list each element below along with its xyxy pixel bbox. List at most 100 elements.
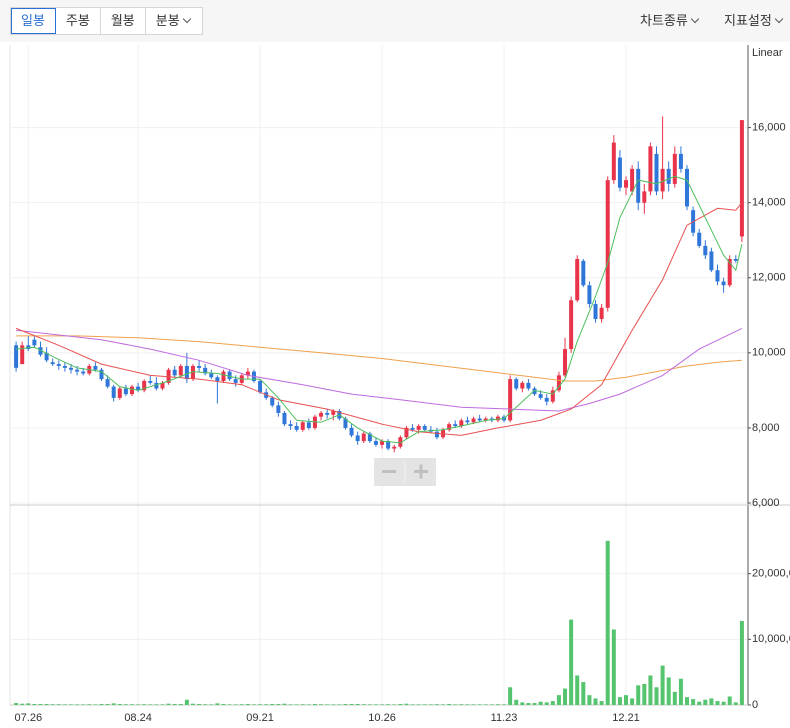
volume-bar [233,704,238,705]
volume-bar [264,704,269,705]
zoom-in[interactable] [414,464,428,479]
candle-body [44,352,49,361]
volume-bar [733,702,738,705]
candle-body [117,388,122,398]
candle-body [215,377,220,381]
zoom-out[interactable] [382,470,396,473]
y-tick-label: 6,000 [752,497,780,509]
candle-body [611,142,616,181]
volume-bar [569,619,574,705]
volume-bar [160,704,165,705]
candle-body [111,386,116,398]
candle-body [624,180,629,188]
period-button[interactable]: 분봉 [146,8,202,34]
volume-bar [270,704,275,705]
volume-bar [386,704,391,705]
candle-body [197,365,202,368]
candle-body [569,300,574,350]
volume-bar [489,704,494,705]
candle-body [672,153,677,184]
volume-bar [312,704,317,705]
volume-bar [538,701,543,705]
volume-bar [672,691,677,705]
candle-body [471,418,476,423]
candle-body [477,418,482,421]
volume-bar [495,704,500,705]
volume-bar [62,704,67,705]
candle-body [32,339,37,346]
candle-body [361,433,366,442]
volume-bar [636,685,641,705]
volume-bar [502,704,507,705]
volume-bar [373,704,378,705]
volume-bar [99,704,104,705]
candle-body [105,379,110,387]
candle-body [715,270,720,282]
label: 차트종류 [640,13,688,28]
volume-bar [447,704,452,705]
volume-bar [227,704,232,705]
volume-bar [685,697,690,705]
volume-bar [483,704,488,705]
candle-body [62,365,67,368]
volume-bar [422,704,427,705]
candle-body [416,426,421,430]
candle-body [520,382,525,389]
volume-bar [172,704,177,705]
candle-body [294,426,299,430]
candle-body [575,258,580,301]
volume-bar [288,704,293,705]
candle-body [184,365,189,380]
menu[interactable]: 차트종류 [640,10,700,29]
candle-body [227,371,232,380]
volume-bar [556,695,561,705]
volume-bar [416,704,421,705]
candle-body [68,367,73,370]
volume-bar [654,687,659,705]
candle-body [563,349,568,376]
volume-bar [550,701,555,705]
y-tick-label: 14,000 [752,197,786,209]
volume-bar [142,704,147,705]
volume-bar [38,704,43,705]
period-button[interactable]: 일봉 [11,8,56,34]
candle-body [587,285,592,305]
candle-body [233,379,238,383]
candle-body [447,424,452,430]
candle-body [434,431,439,438]
volume-bar [337,704,342,705]
candle-body [331,411,336,415]
candle-body [556,375,561,391]
volume-bar [203,704,208,705]
moving-average-line [16,175,743,444]
volume-bar [471,704,476,705]
scale-label: Linear [752,47,783,59]
candle-body [245,371,250,376]
volume-bar [642,683,647,705]
volume-bar [605,540,610,705]
period-group: 일봉 주봉 월봉 분봉 [10,7,203,35]
volume-bar [459,704,464,705]
chevron [690,14,700,24]
period-button[interactable]: 월봉 [101,8,146,34]
volume-bar [380,704,385,705]
volume-bar [617,697,622,705]
zoom-control [374,458,436,486]
candle-body [26,345,31,350]
candle-body [258,380,263,393]
y-tick-label: 20,000,000 [752,568,790,580]
volume-bar [727,696,732,705]
marks [14,116,744,705]
volume-bar [282,703,287,705]
menu[interactable]: 지표설정 [724,10,784,29]
volume-bar [209,704,214,705]
candle-body [392,446,397,449]
period-button[interactable]: 주봉 [56,8,101,34]
candle-body [410,427,415,430]
volume-bar [593,698,598,705]
candle-body [209,373,214,378]
candle-body [636,168,641,203]
volume-bar [245,704,250,705]
volume-bar [410,704,415,705]
